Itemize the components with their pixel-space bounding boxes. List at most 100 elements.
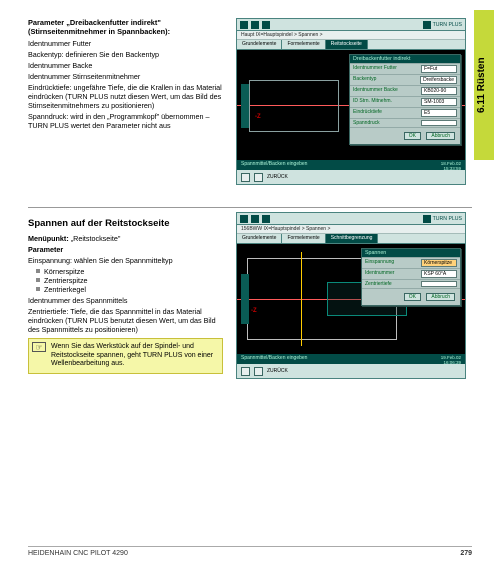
- bullet-text: Körnerspitze: [44, 267, 84, 276]
- dlg-label: Identnummer: [365, 270, 394, 278]
- dlg-label: Zentriertiefe: [365, 281, 392, 287]
- toolbar-icon: [251, 215, 259, 223]
- bullet-icon: [36, 269, 40, 273]
- status-time: 18.Feb.02 15:33:59: [441, 161, 461, 169]
- shot1-tabs: Grundelemente Formelemente Reitstockseit…: [237, 40, 465, 50]
- bullet-text: Zentrierspitze: [44, 276, 88, 285]
- s1-h2: (Stirnseitenmitnehmer in Spannbacken):: [28, 27, 223, 36]
- tab-grund[interactable]: Grundelemente: [237, 234, 282, 243]
- bullet-icon: [36, 278, 40, 282]
- app-icon: [423, 21, 431, 29]
- s2-title: Spannen auf der Reitstockseite: [28, 218, 223, 230]
- app-icon: [423, 215, 431, 223]
- softkey[interactable]: [254, 173, 263, 182]
- dlg-field[interactable]: E5: [421, 109, 457, 117]
- shot2-softkeys: ZURÜCK: [237, 364, 465, 378]
- shot2-status: Spannmittel/Backen eingeben 19.Feb.02 16…: [237, 354, 465, 364]
- divider: [28, 207, 472, 208]
- chuck-graphic: [241, 84, 249, 128]
- app-title: TURN PLUS: [433, 216, 462, 222]
- s2-p3: Zentriertiefe: Tiefe, die das Spannmitte…: [28, 307, 223, 334]
- dlg-label: Identnummer Futter: [353, 65, 397, 73]
- toolbar-icon: [251, 21, 259, 29]
- shot1-crumb: Haupt IX=Hauptspindel > Spannen >: [237, 31, 465, 40]
- toolbar-icon: [240, 21, 248, 29]
- menu-label: Menüpunkt:: [28, 234, 69, 243]
- hand-icon: ☞: [32, 342, 46, 352]
- s1-p6: Spanndruck: wird in den „Programmkopf" ü…: [28, 112, 223, 130]
- screenshot-1: TURN PLUS Haupt IX=Hauptspindel > Spanne…: [236, 18, 466, 185]
- workpiece-profile: [249, 108, 339, 132]
- toolbar-icon: [262, 215, 270, 223]
- dlg-label: Einspannung: [365, 259, 394, 267]
- dlg-label: Backentyp: [353, 76, 376, 84]
- softkey-label: ZURÜCK: [267, 368, 288, 374]
- shot1-canvas: -Z Dreibackenfutter indirekt Identnummer…: [237, 50, 465, 160]
- shot1-status: Spannmittel/Backen eingeben 18.Feb.02 15…: [237, 160, 465, 170]
- screenshot-2: TURN PLUS 156BWW IX=Hauptspindel > Spann…: [236, 212, 466, 379]
- dlg-label: ID Strn. Mitnehm.: [353, 98, 392, 106]
- ok-button[interactable]: OK: [404, 132, 421, 140]
- param-label: Parameter: [28, 245, 223, 254]
- dlg-field[interactable]: SM-1003: [421, 98, 457, 106]
- dlg-field[interactable]: KB020-90: [421, 87, 457, 95]
- chuck-graphic: [241, 274, 249, 324]
- dlg-field[interactable]: Körnerspitze: [421, 259, 457, 267]
- shot1-softkeys: ZURÜCK: [237, 170, 465, 184]
- cancel-button[interactable]: Abbruch: [426, 293, 455, 301]
- toolbar-icon: [240, 215, 248, 223]
- softkey[interactable]: [241, 173, 250, 182]
- toolbar-icon: [262, 21, 270, 29]
- menu-value: „Reitstockseite": [71, 234, 121, 243]
- softkey[interactable]: [241, 367, 250, 376]
- footer-left: HEIDENHAIN CNC PILOT 4290: [28, 550, 128, 557]
- note-text: Wenn Sie das Werkstück auf der Spindel- …: [51, 343, 213, 368]
- shot1-dialog: Dreibackenfutter indirekt Identnummer Fu…: [349, 54, 461, 145]
- app-title: TURN PLUS: [433, 22, 462, 28]
- softkey[interactable]: [254, 367, 263, 376]
- page-number: 279: [460, 550, 472, 557]
- shot2-crumb: 156BWW IX=Hauptspindel > Spannen >: [237, 225, 465, 234]
- tab-form[interactable]: Formelemente: [282, 234, 325, 243]
- tab-form[interactable]: Formelemente: [282, 40, 325, 49]
- dlg-label: Eindrücktiefe: [353, 109, 382, 117]
- tab-grund[interactable]: Grundelemente: [237, 40, 282, 49]
- workpiece-profile: [249, 80, 339, 108]
- section-tab: 6.11 Rüsten: [474, 10, 494, 160]
- s2-p1: Einspannung: wählen Sie den Spannmittelt…: [28, 256, 223, 265]
- dlg-field[interactable]: [421, 120, 457, 126]
- section1-text: Parameter „Dreibackenfutter indirekt" (S…: [28, 18, 223, 132]
- dlg-field[interactable]: F=Fut: [421, 65, 457, 73]
- s1-p1: Identnummer Futter: [28, 39, 223, 48]
- s1-p3: Identnummer Backe: [28, 61, 223, 70]
- s1-p2: Backentyp: definieren Sie den Backentyp: [28, 50, 223, 59]
- s1-h1: Parameter „Dreibackenfutter indirekt": [28, 18, 223, 27]
- status-time: 19.Feb.02 16:06:39: [441, 355, 461, 363]
- dlg-label: Spanndruck: [353, 120, 380, 126]
- dlg-field[interactable]: [421, 281, 457, 287]
- tab-reitstock[interactable]: Reitstockseite: [326, 40, 368, 49]
- tab-schnitt[interactable]: Schnittbegrenzung: [326, 234, 379, 243]
- shot2-dialog: Spannen Einspannung Körnerspitze Identnum…: [361, 248, 461, 306]
- dialog-title: Dreibackenfutter indirekt: [350, 55, 460, 63]
- shot2-tabs: Grundelemente Formelemente Schnittbegren…: [237, 234, 465, 244]
- dlg-label: Identnummer Backe: [353, 87, 398, 95]
- s1-p5: Eindrücktiefe: ungefähre Tiefe, die die …: [28, 83, 223, 110]
- page-footer: HEIDENHAIN CNC PILOT 4290 279: [28, 546, 472, 557]
- cut-limit-line: [301, 252, 302, 346]
- softkey-label: ZURÜCK: [267, 174, 288, 180]
- note-box: ☞ Wenn Sie das Werkstück auf der Spindel…: [28, 338, 223, 374]
- shot1-toolbar: TURN PLUS: [237, 19, 465, 31]
- shot2-toolbar: TURN PLUS: [237, 213, 465, 225]
- ok-button[interactable]: OK: [404, 293, 421, 301]
- dlg-field[interactable]: KSP 60°A: [421, 270, 457, 278]
- s2-p2: Identnummer des Spannmittels: [28, 296, 223, 305]
- cancel-button[interactable]: Abbruch: [426, 132, 455, 140]
- section2-text: Spannen auf der Reitstockseite Menüpunkt…: [28, 212, 223, 374]
- bullet-text: Zentrierkegel: [44, 285, 86, 294]
- shot2-canvas: -Z Spannen EinspannungKörnerspitze Ident…: [237, 244, 465, 354]
- s1-p4: Identnummer Stirnseitenmitnehmer: [28, 72, 223, 81]
- bullet-icon: [36, 287, 40, 291]
- dialog-title: Spannen: [362, 249, 460, 257]
- dlg-field[interactable]: Dreifersbacke: [420, 76, 457, 84]
